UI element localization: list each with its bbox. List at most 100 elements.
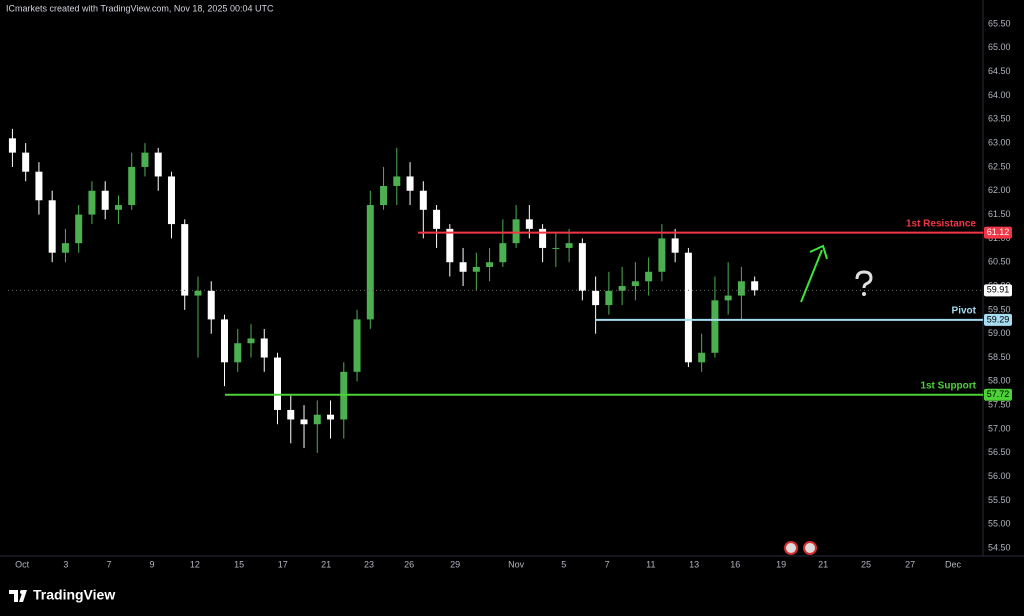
candle-body bbox=[181, 224, 189, 296]
x-tick-label: 27 bbox=[905, 559, 915, 569]
brand: TradingView bbox=[33, 587, 115, 603]
y-tick-label: 65.50 bbox=[988, 18, 1011, 28]
y-tick-label: 57.00 bbox=[988, 423, 1011, 433]
logo: TradingView bbox=[9, 587, 115, 603]
candle-body bbox=[658, 238, 666, 272]
event-icon[interactable] bbox=[784, 541, 798, 555]
arrow-head bbox=[809, 244, 828, 260]
y-tick-label: 60.50 bbox=[988, 257, 1011, 267]
arrow bbox=[800, 249, 823, 303]
candle-body bbox=[525, 219, 533, 229]
candle-body bbox=[22, 152, 30, 172]
candle-body bbox=[220, 319, 228, 363]
candle-body bbox=[247, 338, 255, 344]
candle-body bbox=[287, 409, 295, 420]
x-tick-label: Nov bbox=[508, 559, 525, 569]
x-tick-label: 25 bbox=[861, 559, 871, 569]
y-tick-label: 59.00 bbox=[988, 328, 1011, 338]
candle-body bbox=[35, 171, 43, 201]
level-label: 1st Support bbox=[920, 380, 976, 391]
x-tick-label: Dec bbox=[945, 559, 962, 569]
candle-body bbox=[565, 243, 573, 248]
y-tick-label: 55.00 bbox=[988, 519, 1011, 529]
x-tick-label: 12 bbox=[190, 559, 200, 569]
x-tick-label: 13 bbox=[689, 559, 699, 569]
x-tick-label: 15 bbox=[234, 559, 244, 569]
candle-body bbox=[737, 281, 745, 296]
candle-body bbox=[578, 243, 586, 291]
candle-body bbox=[698, 352, 706, 363]
candle-body bbox=[552, 247, 560, 249]
x-tick-label: 9 bbox=[150, 559, 155, 569]
y-tick-label: 58.50 bbox=[988, 352, 1011, 362]
x-tick-label: 3 bbox=[63, 559, 68, 569]
y-tick-label: 56.50 bbox=[988, 447, 1011, 457]
y-tick-label: 57.50 bbox=[988, 400, 1011, 410]
candle-body bbox=[8, 138, 16, 153]
candle-body bbox=[61, 243, 69, 253]
candle-body bbox=[486, 262, 494, 267]
x-tick-label: 23 bbox=[364, 559, 374, 569]
candle-body bbox=[539, 228, 547, 248]
candle-body bbox=[684, 252, 692, 363]
candle-body bbox=[194, 290, 202, 296]
x-tick-label: 19 bbox=[776, 559, 786, 569]
x-tick-label: 21 bbox=[818, 559, 828, 569]
candle-body bbox=[101, 190, 109, 210]
candle-body bbox=[499, 243, 507, 263]
candle-body bbox=[751, 281, 759, 291]
x-tick-label: 16 bbox=[730, 559, 740, 569]
x-tick-label: 7 bbox=[605, 559, 610, 569]
price-tag-label: 61.12 bbox=[987, 227, 1010, 237]
candle-body bbox=[313, 414, 321, 425]
candle-body bbox=[353, 319, 361, 372]
x-tick-label: 21 bbox=[321, 559, 331, 569]
candle-body bbox=[88, 190, 96, 215]
candle-body bbox=[446, 228, 454, 263]
annotations bbox=[784, 244, 873, 555]
question-dot bbox=[862, 292, 866, 296]
candle-body bbox=[380, 185, 388, 206]
x-tick-label: 29 bbox=[450, 559, 460, 569]
y-tick-label: 59.50 bbox=[988, 304, 1011, 314]
candle-body bbox=[75, 214, 83, 244]
y-tick-label: 64.50 bbox=[988, 66, 1011, 76]
candle-body bbox=[274, 357, 282, 410]
candle-body bbox=[154, 152, 162, 177]
candle-body bbox=[167, 176, 175, 225]
candle-body bbox=[592, 290, 600, 306]
y-tick-label: 62.00 bbox=[988, 185, 1011, 195]
candle-body bbox=[234, 343, 242, 363]
price-tag bbox=[984, 388, 1012, 401]
candle-body bbox=[433, 209, 441, 229]
header: ICmarkets created with TradingView.com, … bbox=[6, 3, 274, 13]
candle-body bbox=[48, 200, 56, 253]
y-tick-label: 56.00 bbox=[988, 471, 1011, 481]
x-tick-label: 5 bbox=[561, 559, 566, 569]
candle-body bbox=[671, 238, 679, 253]
y-tick-label: 62.50 bbox=[988, 161, 1011, 171]
candle-body bbox=[393, 176, 401, 186]
candle-body bbox=[207, 290, 215, 320]
candle-body bbox=[645, 271, 653, 282]
candle-body bbox=[459, 262, 467, 272]
candle-body bbox=[711, 300, 719, 353]
event-icon[interactable] bbox=[803, 541, 817, 555]
question-mark bbox=[855, 270, 873, 289]
y-tick-label: 55.50 bbox=[988, 495, 1011, 505]
y-tick-label: 63.50 bbox=[988, 114, 1011, 124]
candle-body bbox=[406, 176, 414, 191]
level-label: 1st Resistance bbox=[906, 218, 976, 229]
y-tick-label: 64.00 bbox=[988, 90, 1011, 100]
logo-dot bbox=[20, 590, 24, 594]
candle-body bbox=[512, 219, 520, 244]
price-tag bbox=[984, 226, 1012, 239]
candle-body bbox=[605, 290, 613, 306]
price-tag-label: 57.72 bbox=[987, 389, 1010, 399]
y-tick-label: 63.00 bbox=[988, 137, 1011, 147]
y-tick-label: 58.00 bbox=[988, 376, 1011, 386]
candle-body bbox=[631, 281, 639, 287]
candle-body bbox=[419, 190, 427, 210]
